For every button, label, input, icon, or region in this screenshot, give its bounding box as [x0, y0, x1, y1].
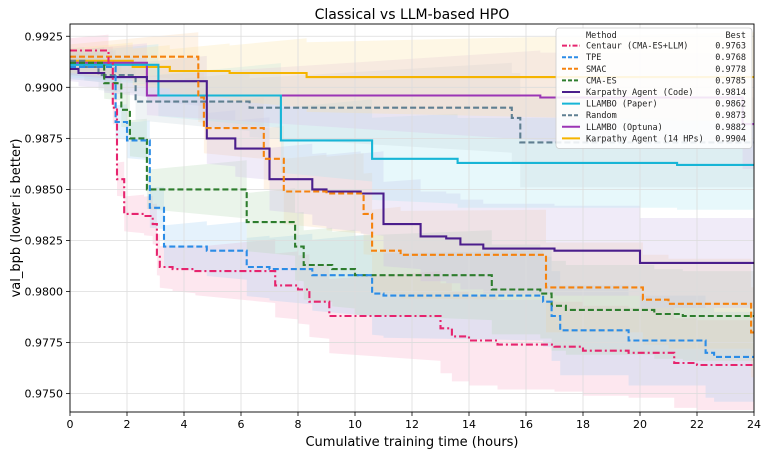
legend-series-name: CMA-ES [586, 76, 617, 86]
series-line [70, 67, 754, 264]
legend-box [555, 27, 753, 149]
legend-header-method: Method [586, 31, 617, 41]
y-tick-label: 0.9750 [25, 388, 64, 401]
x-tick-label: 4 [181, 418, 188, 431]
x-tick-label: 20 [633, 418, 647, 431]
legend-series-best: 0.9882 [715, 123, 746, 133]
y-tick-label: 0.9900 [25, 81, 64, 94]
y-axis-ticks: 0.9750 0.9775 0.9800 0.9825 0.9850 0.9875 0.99… [25, 30, 70, 401]
legend-series-best: 0.9778 [715, 65, 746, 75]
legend-series-best: 0.9763 [715, 42, 746, 52]
legend-series-name: TPE [586, 53, 601, 63]
x-axis-label: Cumulative training time (hours) [305, 435, 518, 450]
legend-series-name: LLAMBO (Paper) [586, 100, 658, 110]
series-line [70, 65, 754, 358]
legend: Method Best Centaur (CMA-ES+LLM) 0.9763 TPE 0… [555, 27, 753, 149]
x-tick-label: 18 [576, 418, 590, 431]
chart-title: Classical vs LLM-based HPO [315, 7, 510, 23]
y-tick-label: 0.9875 [25, 132, 64, 145]
legend-series-name: SMAC [586, 65, 606, 75]
y-tick-label: 0.9850 [25, 183, 64, 196]
x-tick-label: 0 [67, 418, 74, 431]
x-axis-ticks: 0 2 4 6 8 10 12 14 16 18 20 22 24 [67, 412, 761, 431]
x-tick-label: 22 [690, 418, 704, 431]
x-tick-label: 2 [124, 418, 131, 431]
legend-series-name: Random [586, 111, 617, 121]
series-line [70, 49, 754, 367]
x-tick-label: 8 [295, 418, 302, 431]
y-tick-label: 0.9825 [25, 234, 64, 247]
legend-series-best: 0.9814 [715, 88, 746, 98]
x-tick-label: 10 [348, 418, 362, 431]
series-line [70, 63, 754, 166]
x-tick-label: 12 [405, 418, 419, 431]
legend-series-best: 0.9904 [715, 134, 746, 144]
legend-series-name: Centaur (CMA-ES+LLM) [586, 42, 688, 52]
y-tick-label: 0.9925 [25, 30, 64, 43]
legend-series-best: 0.9768 [715, 53, 746, 63]
x-tick-label: 6 [238, 418, 245, 431]
series-line [70, 55, 754, 334]
legend-header-best: Best [726, 31, 746, 41]
x-tick-label: 24 [747, 418, 761, 431]
series-line [70, 59, 754, 144]
legend-series-name: LLAMBO (Optuna) [586, 123, 663, 133]
y-tick-label: 0.9800 [25, 286, 64, 299]
y-axis-label: val_bpb (lower is better) [9, 139, 24, 298]
x-tick-label: 16 [519, 418, 533, 431]
y-tick-label: 0.9775 [25, 337, 64, 350]
legend-series-name: Karpathy Agent (Code) [586, 88, 693, 98]
legend-series-best: 0.9873 [715, 111, 746, 121]
legend-series-name: Karpathy Agent (14 HPs) [586, 134, 704, 144]
series-line [70, 61, 754, 318]
x-tick-label: 14 [462, 418, 476, 431]
legend-series-best: 0.9862 [715, 100, 746, 110]
legend-series-best: 0.9785 [715, 76, 746, 86]
